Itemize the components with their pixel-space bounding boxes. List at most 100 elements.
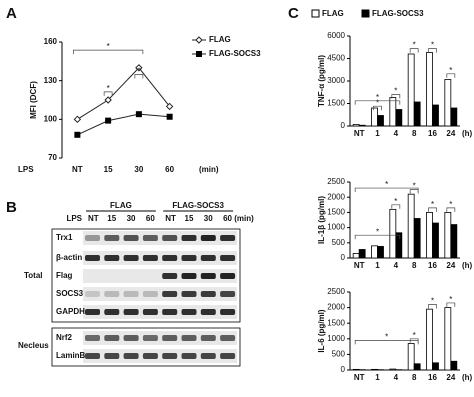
blot-frame [51,327,241,367]
bar [413,101,421,127]
legend-swatch [311,9,320,18]
y-tick-label: 500 [332,238,346,247]
significance-star: * [413,182,416,191]
lane-label: 60 (min) [223,214,254,223]
bar [407,53,415,127]
bar [444,79,452,127]
y-tick-label: 1000 [327,334,345,343]
x-tick-label: 15 [104,165,113,174]
series-line [77,113,170,136]
blot-band [85,291,100,297]
x-tick-label: 4 [394,373,399,382]
y-tick-label: 6000 [327,31,345,40]
bar [426,211,433,259]
blot-band [142,255,158,261]
x-tick-label: 8 [412,373,417,382]
lane-label: 30 [204,214,213,223]
bar [426,308,433,371]
x-unit: (min) [199,165,219,174]
significance-bracket [73,49,144,55]
bar [413,218,421,259]
x-tick-label: 4 [394,129,399,138]
y-tick-label: 1000 [327,223,345,232]
row-label: β-actin [56,253,82,262]
blot-band [85,309,100,315]
x-tick-label: 1 [375,373,380,382]
significance-star: * [107,84,110,93]
blot-band [220,273,236,279]
significance-star: * [376,98,379,107]
blot-band [142,291,158,297]
blot-strip [83,251,237,265]
x-tick-label: 60 [165,165,174,174]
blot-band [142,335,158,341]
legend-label: FLAG [209,35,231,44]
y-tick-label: 500 [332,350,346,359]
lps-label: LPS [66,214,82,223]
significance-bracket [134,74,144,79]
blot-band [200,291,216,297]
blot-band [162,309,178,315]
significance-star: * [385,180,388,189]
row-label: Nrf2 [56,333,73,342]
significance-star: * [449,295,452,304]
row-label: LaminB [56,351,86,360]
lane-label: NT [88,214,99,223]
bar [377,115,384,127]
significance-star: * [107,42,110,51]
bar [395,109,403,127]
blot-band [200,309,216,315]
significance-star: * [449,200,452,209]
significance-bracket [409,189,419,194]
y-tick-label: 1500 [327,99,345,108]
significance-star: * [394,87,397,96]
blot-band [181,309,197,315]
blot-band [220,255,236,261]
panel-label: C [288,5,299,22]
blot-band [181,273,197,279]
bar [358,249,366,259]
y-tick-label: 3000 [327,76,345,85]
bar [444,307,452,371]
blot-band [85,255,100,261]
blot-band [85,235,100,241]
blot-band [104,309,120,315]
legend-label: FLAG-SOCS3 [372,9,424,18]
significance-star: * [394,197,397,206]
y-tick-label: 2000 [327,303,345,312]
x-tick-label: 24 [446,373,455,382]
x-tick-label: 8 [412,261,417,270]
significance-bracket [446,207,456,212]
y-tick-label: 160 [44,37,58,46]
blot-band [162,291,178,297]
y-tick-label: 0 [341,253,346,262]
significance-bracket [409,338,419,343]
section-label: Total [24,271,43,280]
blot-band [162,273,178,279]
x-tick-label: 24 [446,129,455,138]
y-tick-label: 70 [48,153,57,162]
bar [352,124,360,127]
x-tick-label: NT [72,165,83,174]
blot-band [220,309,236,315]
y-axis-label: MFI (DCF) [29,81,38,119]
bar [407,193,415,259]
x-tick-label: 1 [375,129,380,138]
significance-bracket [409,48,419,53]
significance-star: * [431,41,434,50]
blot-band [162,353,178,359]
x-tick-label: NT [354,373,365,382]
significance-star: * [431,200,434,209]
bar [413,363,421,371]
row-label: GAPDH [56,307,85,316]
y-tick-label: 1500 [327,318,345,327]
blot-band [123,255,139,261]
x-tick-label: 16 [428,373,437,382]
significance-bracket [391,204,401,209]
marker [105,117,112,124]
blot-band [181,335,197,341]
blot-band [200,353,216,359]
lane-label: NT [165,214,176,223]
y-axis-label: IL-1β (pg/ml) [317,196,326,244]
bar [395,232,403,259]
